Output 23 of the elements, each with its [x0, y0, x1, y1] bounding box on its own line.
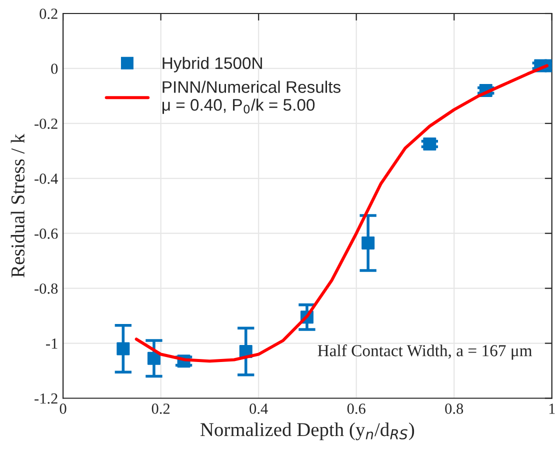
x-tick-label: 0.8 — [445, 404, 464, 414]
x-tick-label: 0 — [60, 404, 66, 414]
annotation: Half Contact Width, a = 167 μm — [318, 344, 532, 360]
legend-label: Hybrid 1500N — [162, 56, 262, 72]
y-tick-label: -0.8 — [34, 283, 58, 294]
x-tick-label: 0.2 — [152, 404, 170, 414]
y-tick-label: -1.2 — [34, 393, 58, 404]
point — [147, 352, 160, 365]
point — [423, 138, 436, 151]
y-tick-label: -0.6 — [34, 228, 58, 239]
x-axis-title: Normalized Depth (y$_{n}$/d$_{RS}$) — [200, 422, 414, 440]
y-tick-label: -0.4 — [34, 174, 58, 184]
legend-label: PINN/Numerical Results μ = 0.40, P$_{0}$/k = 5.00 — [162, 80, 340, 114]
y-axis-title: Residual Stress / k — [10, 134, 25, 278]
y-tick-label: 0.2 — [40, 8, 58, 20]
point — [116, 342, 130, 356]
y-tick-label: -0.2 — [34, 118, 58, 129]
y-tick-label: -1 — [46, 338, 58, 349]
x-tick-label: 0.6 — [347, 404, 366, 414]
point — [362, 236, 375, 250]
x-tick-label: 0.4 — [250, 404, 268, 414]
x-tick-label: 1 — [549, 404, 555, 414]
y-tick-label: 0 — [51, 64, 58, 74]
